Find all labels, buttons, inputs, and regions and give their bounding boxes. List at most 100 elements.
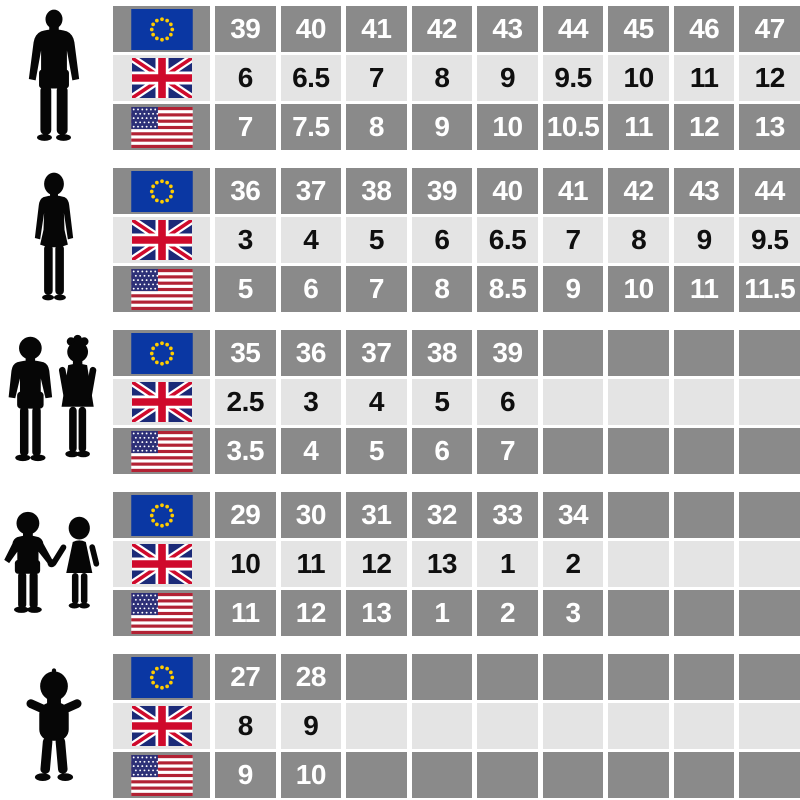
size-cell: 2	[477, 590, 538, 636]
empty-size-cell	[411, 703, 473, 749]
size-cell: 39	[215, 6, 276, 52]
size-cell: 2.5	[215, 379, 276, 425]
size-cell: 10	[608, 266, 669, 312]
size-cell: 10	[280, 752, 342, 798]
empty-size-cell	[608, 590, 669, 636]
size-cell: 11	[673, 266, 735, 312]
size-cell: 8	[411, 266, 473, 312]
empty-size-cell	[608, 752, 669, 798]
woman-silhouette	[0, 168, 108, 312]
size-cell: 37	[280, 168, 342, 214]
empty-size-cell	[608, 428, 669, 474]
empty-size-cell	[608, 379, 669, 425]
flag-cell-uk	[113, 217, 210, 263]
eu-flag-icon	[130, 656, 193, 698]
size-cell: 39	[411, 168, 473, 214]
size-cell: 36	[215, 168, 276, 214]
empty-size-cell	[477, 752, 538, 798]
size-cell: 5	[346, 428, 407, 474]
size-cell: 11	[608, 104, 669, 150]
uk-flag-icon	[131, 544, 192, 584]
size-cell: 4	[346, 379, 407, 425]
size-cell: 12	[280, 590, 342, 636]
size-cell: 6	[215, 55, 276, 101]
size-cell: 8	[411, 55, 473, 101]
size-cell: 9	[673, 217, 735, 263]
flag-cell-eu	[113, 492, 210, 538]
flag-cell-us	[113, 266, 210, 312]
size-cell: 3	[280, 379, 342, 425]
empty-size-cell	[739, 330, 800, 376]
size-cell: 13	[739, 104, 800, 150]
empty-size-cell	[542, 703, 604, 749]
flag-cell-us	[113, 428, 210, 474]
size-cell: 7	[346, 266, 407, 312]
size-cell: 6	[411, 428, 473, 474]
size-cell: 8	[608, 217, 669, 263]
size-cell: 12	[673, 104, 735, 150]
empty-size-cell	[673, 428, 735, 474]
size-cell: 5	[215, 266, 276, 312]
size-cell: 3	[215, 217, 276, 263]
empty-size-cell	[346, 752, 407, 798]
empty-size-cell	[739, 703, 800, 749]
size-cell: 29	[215, 492, 276, 538]
size-cell: 13	[346, 590, 407, 636]
size-cell: 39	[477, 330, 538, 376]
size-cell: 41	[346, 6, 407, 52]
flag-cell-uk	[113, 55, 210, 101]
size-cell: 5	[346, 217, 407, 263]
uk-flag-icon	[131, 706, 192, 746]
empty-size-cell	[477, 654, 538, 700]
size-cell: 11.5	[739, 266, 800, 312]
eu-flag-icon	[130, 170, 193, 212]
size-cell: 6	[411, 217, 473, 263]
empty-size-cell	[673, 492, 735, 538]
man-silhouette	[0, 6, 108, 150]
section-older-kids: 35 36 37 38 39 2.5 3 4 5 6 3.5 4 5 6 7	[0, 330, 800, 474]
us-flag-icon	[130, 106, 193, 148]
empty-size-cell	[673, 703, 735, 749]
size-cell: 6.5	[280, 55, 342, 101]
empty-size-cell	[739, 541, 800, 587]
empty-size-cell	[608, 492, 669, 538]
empty-size-cell	[346, 654, 407, 700]
size-cell: 11	[215, 590, 276, 636]
size-cell: 9	[411, 104, 473, 150]
section-younger-kids: 29 30 31 32 33 34 10 11 12 13 1 2 11 12 13 1 2 3	[0, 492, 800, 636]
size-cell: 5	[411, 379, 473, 425]
empty-size-cell	[542, 428, 604, 474]
empty-size-cell	[673, 752, 735, 798]
size-cell: 31	[346, 492, 407, 538]
flag-cell-uk	[113, 379, 210, 425]
section-men: 39 40 41 42 43 44 45 46 47 6 6.5 7 8 9 9.5 10 11 12 7 7.5 8 9…	[0, 6, 800, 150]
size-cell: 45	[608, 6, 669, 52]
empty-size-cell	[608, 654, 669, 700]
uk-flag-icon	[131, 382, 192, 422]
size-cell: 12	[739, 55, 800, 101]
flag-cell-eu	[113, 6, 210, 52]
flag-cell-us	[113, 752, 210, 798]
empty-size-cell	[673, 379, 735, 425]
section-toddlers: 27 28 8 9 9 10	[0, 654, 800, 798]
flag-cell-eu	[113, 330, 210, 376]
empty-size-cell	[673, 590, 735, 636]
size-cell: 1	[411, 590, 473, 636]
size-cell: 27	[215, 654, 276, 700]
empty-size-cell	[739, 492, 800, 538]
size-cell: 33	[477, 492, 538, 538]
size-cell: 32	[411, 492, 473, 538]
section-women: 36 37 38 39 40 41 42 43 44 3 4 5 6 6.5 7 8 9 9.5 5 6 7 8 8.5 9 1…	[0, 168, 800, 312]
size-cell: 6.5	[477, 217, 538, 263]
size-cell: 11	[280, 541, 342, 587]
size-cell: 7.5	[280, 104, 342, 150]
empty-size-cell	[542, 752, 604, 798]
empty-size-cell	[411, 654, 473, 700]
size-cell: 35	[215, 330, 276, 376]
empty-size-cell	[673, 330, 735, 376]
size-cell: 2	[542, 541, 604, 587]
eu-flag-icon	[130, 8, 193, 50]
empty-size-cell	[346, 703, 407, 749]
size-cell: 8	[346, 104, 407, 150]
empty-size-cell	[542, 379, 604, 425]
